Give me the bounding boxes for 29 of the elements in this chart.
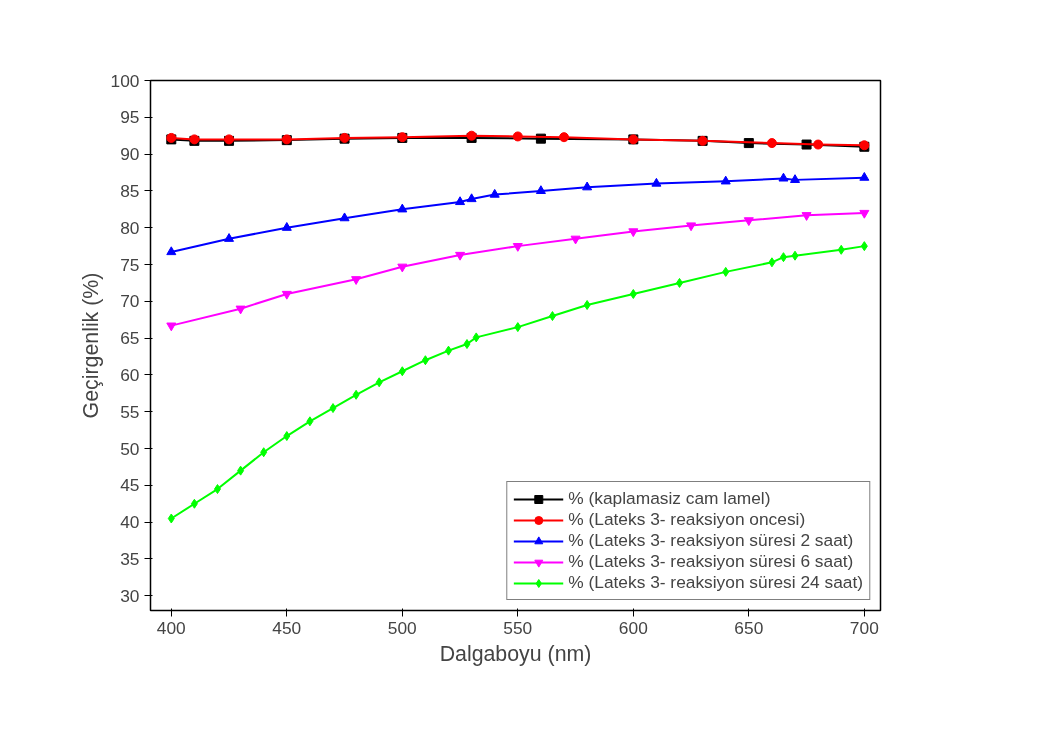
y-tick-label: 100 <box>110 70 140 91</box>
y-axis-title: Geçirgenlik (%) <box>78 272 103 419</box>
legend-label: % (Lateks 3- reaksiyon süresi 24 saat) <box>568 572 863 593</box>
y-tick-label: 50 <box>120 438 140 459</box>
x-tick-label: 700 <box>849 617 879 638</box>
legend-label: % (Lateks 3- reaksiyon süresi 2 saat) <box>568 530 854 551</box>
y-tick-label: 90 <box>120 144 140 165</box>
y-tick-label: 85 <box>120 180 140 201</box>
x-axis-title: Dalgaboyu (nm) <box>439 641 592 666</box>
legend-label: % (kaplamasiz cam lamel) <box>568 488 771 509</box>
x-tick-label: 600 <box>618 617 648 638</box>
y-tick-label: 70 <box>120 291 140 312</box>
y-tick-label: 65 <box>120 328 140 349</box>
y-tick-label: 55 <box>120 401 140 422</box>
y-tick-label: 75 <box>120 254 140 275</box>
x-tick-label: 400 <box>156 617 186 638</box>
y-tick-label: 45 <box>120 475 140 496</box>
y-tick-label: 95 <box>120 107 140 128</box>
x-tick-label: 550 <box>503 617 533 638</box>
legend-label: % (Lateks 3- reaksiyon süresi 6 saat) <box>568 551 854 572</box>
y-tick-label: 35 <box>120 548 140 569</box>
legend-label: % (Lateks 3- reaksiyon oncesi) <box>568 509 806 530</box>
y-tick-label: 30 <box>120 585 140 606</box>
x-tick-label: 450 <box>272 617 302 638</box>
y-tick-label: 40 <box>120 512 140 533</box>
x-tick-label: 500 <box>387 617 417 638</box>
y-tick-label: 60 <box>120 364 140 385</box>
y-tick-label: 80 <box>120 217 140 238</box>
x-tick-label: 650 <box>734 617 764 638</box>
